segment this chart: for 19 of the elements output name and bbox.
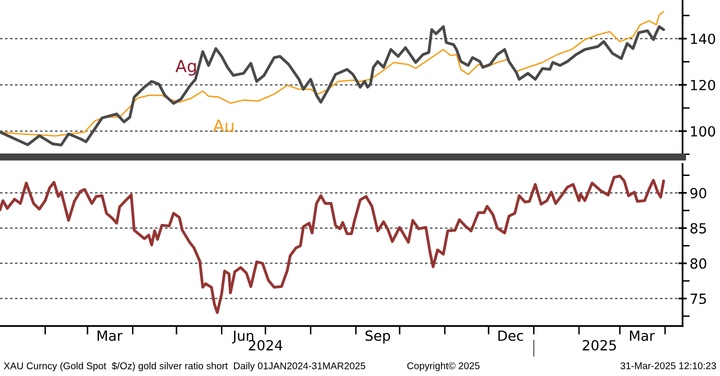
x-tick-label: Sep xyxy=(366,330,390,344)
line-series xyxy=(0,11,664,137)
annotation: Au xyxy=(213,120,234,132)
annotation: Ag xyxy=(175,60,196,76)
y-tick-label: 100 xyxy=(691,126,716,137)
line-series xyxy=(0,174,665,314)
y-tick-label: 80 xyxy=(690,258,706,269)
x-tick-label: Dec xyxy=(498,330,524,341)
y-tick-label: 90 xyxy=(690,188,706,198)
text: XAU Curncy (Gold Spot $/Oz) gold silver ratio short Daily 01JAN2024-31MAR2025 xyxy=(4,362,366,372)
y-tick-label: 75 xyxy=(690,294,706,304)
y-tick-label: 140 xyxy=(691,34,716,44)
x-tick-label: Mar xyxy=(630,330,655,341)
text: 31-Mar-2025 12:10:23 xyxy=(620,362,716,370)
x2-tick-label: 2025 xyxy=(582,340,616,351)
x-tick-label: Mar xyxy=(98,330,122,341)
y-tick-label: 85 xyxy=(690,223,706,234)
y-tick-label: 120 xyxy=(691,80,716,90)
text: Copyright© 2025 xyxy=(407,362,480,372)
